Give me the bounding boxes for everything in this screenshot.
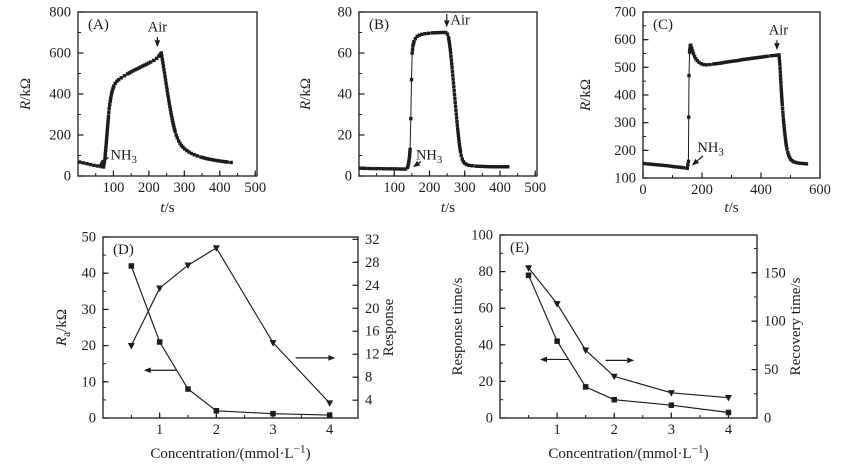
- svg-text:80: 80: [479, 264, 494, 280]
- svg-text:20: 20: [82, 338, 97, 354]
- svg-text:100: 100: [614, 171, 636, 187]
- svg-text:(E): (E): [510, 240, 529, 256]
- svg-text:20: 20: [479, 374, 494, 390]
- svg-text:2: 2: [611, 422, 618, 438]
- svg-text:4: 4: [326, 422, 334, 438]
- svg-text:Concentration/(mmol·L−1): Concentration/(mmol·L−1): [548, 444, 708, 462]
- svg-text:1: 1: [156, 422, 163, 438]
- svg-text:50: 50: [764, 362, 779, 378]
- svg-text:(D): (D): [113, 242, 134, 258]
- svg-text:t/s: t/s: [441, 200, 455, 216]
- svg-text:0: 0: [764, 411, 771, 427]
- svg-text:150: 150: [764, 265, 786, 281]
- svg-text:0: 0: [64, 169, 71, 185]
- svg-text:500: 500: [614, 60, 636, 76]
- svg-text:400: 400: [209, 180, 231, 196]
- svg-text:80: 80: [338, 5, 353, 21]
- svg-text:0: 0: [89, 411, 96, 427]
- svg-text:100: 100: [383, 180, 405, 196]
- svg-text:400: 400: [489, 180, 511, 196]
- svg-text:Response: Response: [381, 298, 397, 356]
- svg-text:20: 20: [365, 301, 380, 317]
- svg-text:600: 600: [49, 46, 71, 62]
- svg-text:100: 100: [764, 314, 786, 330]
- svg-text:Air: Air: [450, 12, 470, 28]
- svg-text:32: 32: [365, 232, 380, 248]
- svg-text:200: 200: [691, 182, 713, 198]
- panel-b: 100 200 300 400 500 0 20 40 60 80 t/s R/kΩ (B) Air NH3: [290, 0, 560, 220]
- svg-text:0: 0: [345, 169, 352, 185]
- svg-text:Response time/s: Response time/s: [450, 277, 466, 375]
- svg-text:400: 400: [750, 182, 772, 198]
- svg-text:20: 20: [338, 128, 353, 144]
- svg-text:R/kΩ: R/kΩ: [578, 79, 594, 112]
- svg-text:NH3: NH3: [111, 148, 137, 167]
- svg-text:12: 12: [365, 347, 380, 363]
- svg-text:400: 400: [49, 87, 71, 103]
- svg-text:700: 700: [614, 5, 636, 21]
- svg-text:NH3: NH3: [697, 140, 723, 159]
- svg-text:Ra/kΩ: Ra/kΩ: [54, 309, 73, 347]
- panel-e: 1 2 3 4 0 20 40 60 80 100 0 50 100 150 Recovery time/s…: [440, 220, 843, 473]
- svg-text:800: 800: [49, 5, 71, 21]
- svg-text:0: 0: [639, 182, 646, 198]
- svg-text:30: 30: [82, 302, 97, 318]
- svg-text:24: 24: [365, 278, 380, 294]
- svg-text:200: 200: [49, 128, 71, 144]
- svg-text:Air: Air: [769, 23, 789, 39]
- svg-text:300: 300: [173, 180, 195, 196]
- panel-a-chart: 100 200 300 400 500 0 200 400 600 800 t/s R/kΩ (A) Ai…: [18, 5, 266, 217]
- svg-text:100: 100: [103, 180, 125, 196]
- svg-text:R/kΩ: R/kΩ: [18, 78, 34, 111]
- svg-text:40: 40: [82, 266, 97, 282]
- svg-text:300: 300: [614, 115, 636, 131]
- svg-text:200: 200: [419, 180, 441, 196]
- svg-text:t/s: t/s: [724, 200, 738, 216]
- svg-text:4: 4: [725, 422, 733, 438]
- panel-d-chart: 1 2 3 40102030405048121620242832ResponseCon…: [54, 230, 397, 463]
- svg-text:16: 16: [365, 324, 380, 340]
- svg-text:500: 500: [524, 180, 546, 196]
- svg-text:400: 400: [614, 88, 636, 104]
- svg-text:4: 4: [365, 393, 373, 409]
- svg-text:(A): (A): [88, 17, 109, 33]
- svg-text:1: 1: [553, 422, 560, 438]
- svg-text:3: 3: [668, 422, 675, 438]
- svg-text:40: 40: [479, 337, 494, 353]
- svg-text:200: 200: [138, 180, 160, 196]
- svg-text:0: 0: [486, 411, 493, 427]
- svg-text:2: 2: [213, 422, 220, 438]
- panel-c: 0 200 400 600 100 200 300 400 500 600 700 t/s R/kΩ (C…: [560, 0, 843, 220]
- svg-text:t/s: t/s: [160, 200, 174, 216]
- svg-text:500: 500: [244, 180, 266, 196]
- svg-text:50: 50: [82, 230, 97, 246]
- svg-text:28: 28: [365, 255, 380, 271]
- svg-text:10: 10: [82, 374, 97, 390]
- svg-text:100: 100: [471, 228, 493, 244]
- svg-text:300: 300: [454, 180, 476, 196]
- svg-text:Concentration/(mmol·L−1): Concentration/(mmol·L−1): [150, 444, 310, 462]
- svg-text:600: 600: [614, 32, 636, 48]
- svg-text:40: 40: [338, 87, 353, 103]
- svg-text:8: 8: [365, 370, 372, 386]
- panel-d: 1 2 3 4 0 10 20 30 40 50 4 8 12 16 20 24 28 32 Response Con…: [40, 220, 460, 473]
- svg-text:R/kΩ: R/kΩ: [298, 78, 314, 111]
- svg-text:3: 3: [269, 422, 276, 438]
- svg-text:600: 600: [809, 182, 831, 198]
- panel-b-chart: 100 200 300 400 500 0 20 40 60 80 t/s R/kΩ (B) Air NH3: [298, 5, 546, 217]
- svg-text:NH3: NH3: [416, 148, 442, 167]
- svg-text:200: 200: [614, 143, 636, 159]
- svg-text:60: 60: [338, 46, 353, 62]
- svg-text:Recovery time/s: Recovery time/s: [788, 277, 804, 375]
- panel-a: 100 200 300 400 500 0 200 400 600 800 t/s R/kΩ (A) Ai…: [0, 0, 290, 220]
- svg-text:(B): (B): [369, 17, 389, 33]
- svg-text:Air: Air: [148, 19, 168, 35]
- svg-text:(C): (C): [653, 17, 673, 33]
- svg-text:60: 60: [479, 301, 494, 317]
- panel-c-chart: 0 200 400 600 100 200 300 400 500 600 700 t/s R/kΩ (C…: [578, 5, 831, 217]
